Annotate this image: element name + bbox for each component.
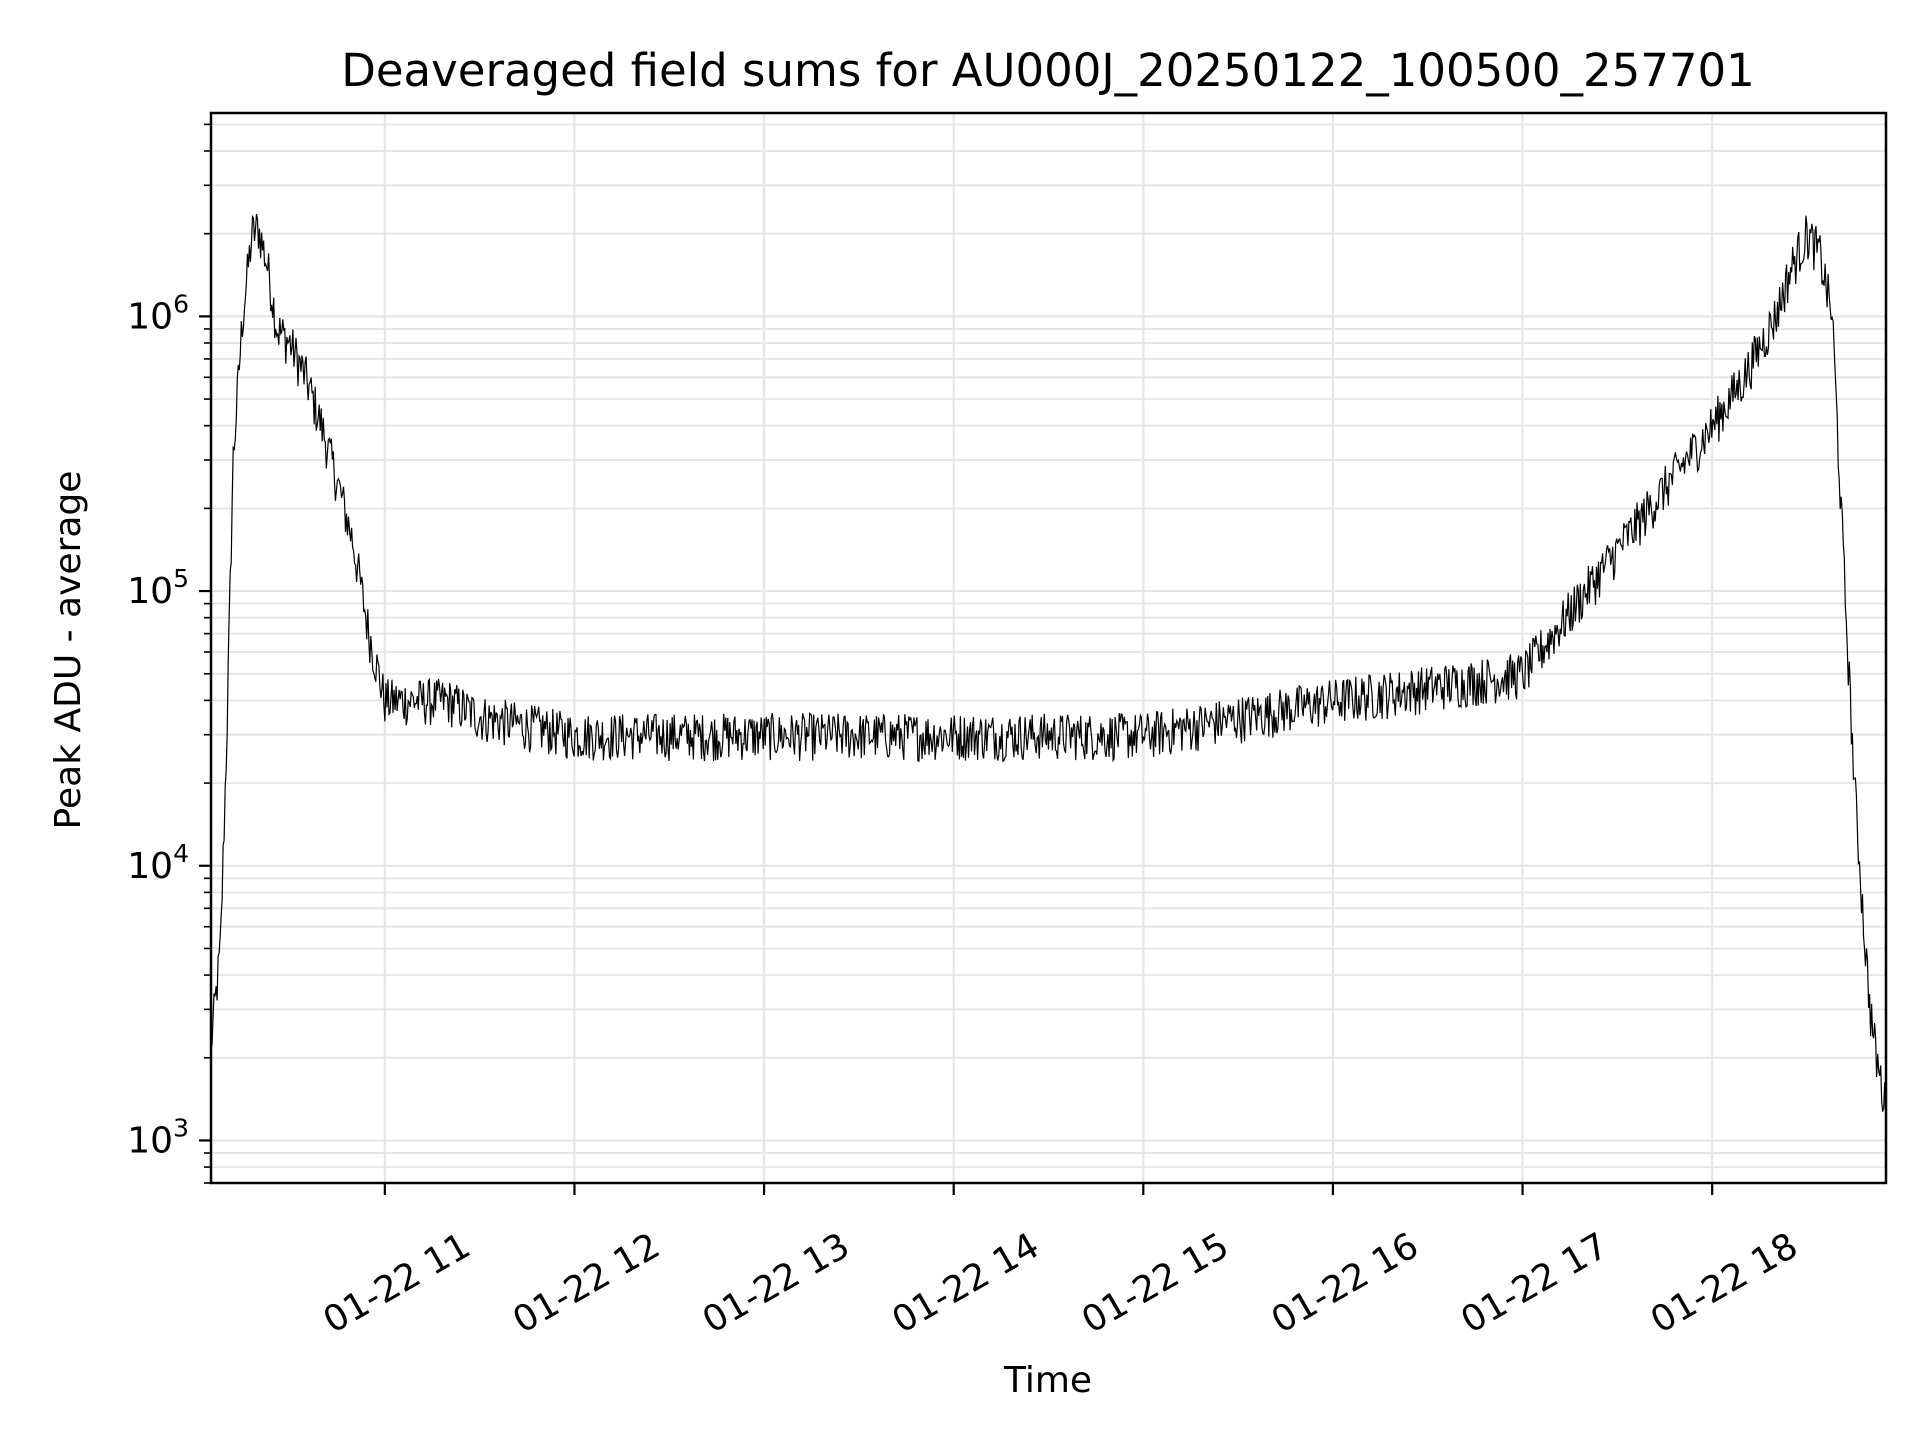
y-tick-label: 104 bbox=[127, 839, 189, 887]
y-tick-label: 103 bbox=[127, 1113, 189, 1161]
y-tick-label: 105 bbox=[127, 564, 189, 612]
y-axis-title: Peak ADU - average bbox=[48, 471, 89, 830]
plot-frame bbox=[209, 111, 1888, 1185]
x-axis-title: Time bbox=[1003, 1360, 1092, 1401]
series-layer bbox=[210, 213, 1887, 1116]
y-axis-ticks: 103 104 105 106 bbox=[127, 123, 211, 1184]
grid bbox=[211, 113, 1886, 1184]
y-tick-label: 106 bbox=[127, 289, 189, 337]
chart-title: Deaveraged field sums for AU000J_2025012… bbox=[341, 44, 1755, 97]
series-line bbox=[210, 213, 1887, 1116]
